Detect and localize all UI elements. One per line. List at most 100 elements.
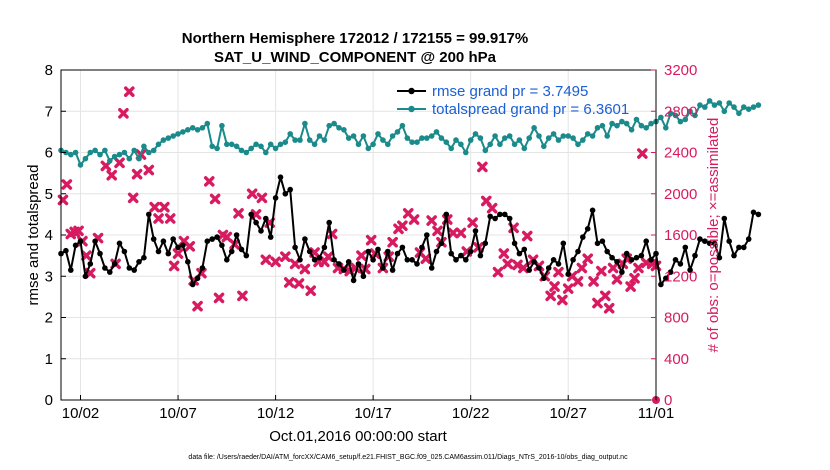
totalspread-point bbox=[682, 116, 689, 123]
rmse-point bbox=[555, 261, 562, 267]
rmse-point bbox=[545, 265, 552, 271]
rmse-point bbox=[180, 242, 186, 249]
rmse-point bbox=[365, 248, 372, 255]
rmse-point bbox=[355, 261, 362, 267]
totalspread-point bbox=[155, 141, 162, 148]
rmse-point bbox=[438, 240, 445, 247]
totalspread-point bbox=[536, 133, 542, 139]
rmse-point bbox=[663, 275, 669, 282]
rmse-point bbox=[750, 209, 757, 216]
totalspread-point bbox=[326, 122, 333, 129]
totalspread-point bbox=[716, 100, 723, 106]
rmse-point bbox=[224, 257, 230, 263]
rmse-point bbox=[194, 275, 201, 282]
rmse-point bbox=[111, 261, 118, 267]
rmse-point bbox=[692, 252, 698, 259]
y-tick-label: 0 bbox=[45, 392, 53, 409]
totalspread-point bbox=[560, 133, 567, 139]
totalspread-point bbox=[131, 147, 137, 154]
rmse-point bbox=[497, 211, 503, 218]
rmse-point bbox=[755, 211, 762, 218]
y-right-tick-label: 3200 bbox=[664, 62, 697, 79]
rmse-point bbox=[594, 240, 601, 247]
rmse-point bbox=[292, 244, 298, 251]
obs-assimilated-marker bbox=[420, 253, 432, 265]
obs-assimilated-marker bbox=[397, 220, 408, 232]
obs-assimilated-marker bbox=[209, 193, 221, 205]
obs-assimilated-marker bbox=[221, 231, 233, 243]
rmse-point bbox=[521, 246, 528, 253]
totalspread-point bbox=[258, 143, 264, 150]
totalspread-point bbox=[126, 155, 133, 162]
totalspread-point bbox=[243, 149, 250, 156]
obs-assimilated-marker bbox=[629, 273, 640, 284]
totalspread-point bbox=[389, 133, 396, 139]
obs-assimilated-marker bbox=[492, 266, 504, 278]
obs-assimilated-marker bbox=[73, 225, 84, 237]
rmse-point bbox=[248, 211, 254, 218]
totalspread-point bbox=[180, 129, 186, 135]
totalspread-point bbox=[584, 131, 591, 137]
x-tick-label: 10/02 bbox=[62, 405, 100, 422]
rmse-point bbox=[209, 236, 215, 242]
totalspread-point bbox=[248, 145, 254, 152]
obs-assimilated-marker bbox=[549, 281, 560, 292]
totalspread-point bbox=[277, 141, 284, 148]
rmse-point bbox=[575, 248, 581, 255]
totalspread-point bbox=[204, 120, 211, 127]
obs-assimilated-marker bbox=[365, 234, 377, 246]
rmse-point bbox=[321, 244, 328, 251]
totalspread-point bbox=[497, 141, 503, 148]
rmse-point bbox=[589, 207, 596, 214]
obs-assimilated-marker bbox=[237, 290, 248, 302]
totalspread-point bbox=[107, 158, 113, 164]
obs-assimilated-marker bbox=[293, 278, 305, 289]
totalspread-point bbox=[687, 108, 693, 115]
totalspread-point bbox=[628, 127, 635, 133]
totalspread-point bbox=[736, 110, 742, 117]
rmse-point bbox=[628, 257, 635, 263]
x-tick-label: 10/17 bbox=[354, 405, 392, 422]
y-axis-label: rmse and totalspread bbox=[25, 165, 42, 306]
obs-assimilated-marker bbox=[289, 258, 301, 270]
obs-assimilated-marker bbox=[545, 290, 556, 302]
rmse-point bbox=[267, 234, 274, 240]
x-axis-label: Oct.01,2016 00:00:00 start bbox=[269, 428, 447, 445]
obs-assimilated-marker bbox=[106, 169, 118, 181]
obs-assimilated-marker bbox=[192, 300, 203, 312]
totalspread-point bbox=[341, 127, 347, 133]
y-tick-label: 6 bbox=[45, 145, 53, 162]
rmse-point bbox=[711, 240, 718, 247]
totalspread-point bbox=[663, 125, 669, 131]
totalspread-point bbox=[97, 151, 103, 158]
totalspread-point bbox=[263, 149, 269, 156]
rmse-point bbox=[492, 215, 498, 222]
totalspread-point bbox=[72, 149, 79, 156]
obs-assimilated-marker bbox=[477, 161, 488, 173]
rmse-point bbox=[107, 269, 113, 275]
totalspread-point bbox=[677, 118, 684, 125]
rmse-point bbox=[565, 271, 571, 278]
rmse-point bbox=[526, 267, 532, 273]
totalspread-point bbox=[521, 145, 528, 152]
rmse-point bbox=[165, 250, 172, 257]
y-tick-label: 3 bbox=[45, 268, 53, 285]
totalspread-point bbox=[233, 143, 240, 150]
rmse-point bbox=[389, 267, 396, 273]
totalspread-point bbox=[199, 125, 206, 131]
obs-assimilated-marker bbox=[498, 248, 510, 259]
y-right-tick-label: 2000 bbox=[664, 186, 697, 203]
rmse-point bbox=[306, 248, 313, 255]
totalspread-point bbox=[745, 106, 752, 112]
obs-assimilated-marker bbox=[213, 292, 225, 304]
x-tick-label: 10/27 bbox=[549, 405, 587, 422]
rmse-point bbox=[87, 261, 94, 267]
totalspread-point bbox=[755, 102, 762, 108]
rmse-point bbox=[394, 250, 401, 257]
rmse-point bbox=[385, 248, 391, 255]
totalspread-point bbox=[302, 120, 308, 127]
y-tick-label: 4 bbox=[45, 227, 53, 244]
obs-assimilated-marker bbox=[633, 262, 644, 274]
totalspread-point bbox=[541, 143, 547, 150]
totalspread-point bbox=[726, 100, 732, 106]
